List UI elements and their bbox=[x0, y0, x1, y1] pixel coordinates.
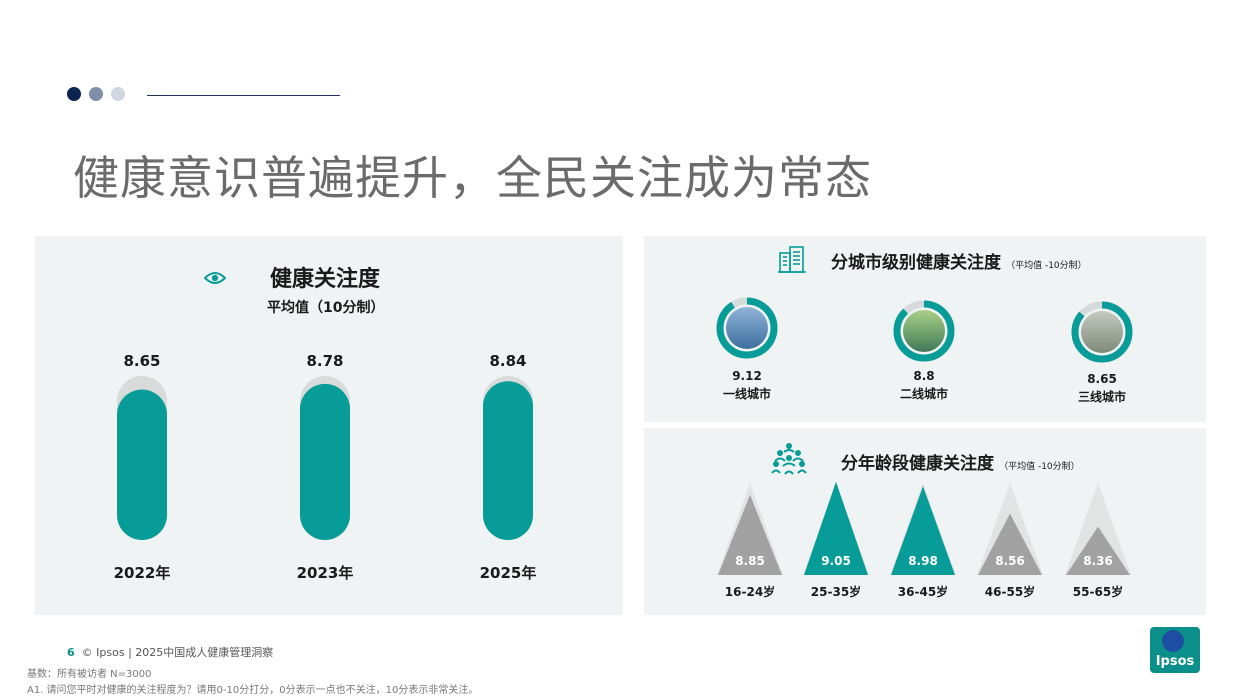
city-ring-chart: 9.12 一线城市 8.8 二线城市 8.65 三线城市 bbox=[716, 297, 1133, 404]
ring-arc bbox=[716, 297, 778, 359]
age-panel-title: 分年龄段健康关注度 bbox=[841, 454, 994, 474]
triangle-value-label: 8.56 bbox=[995, 554, 1025, 568]
triangle-value-label: 9.05 bbox=[821, 554, 851, 568]
triangle-value-label: 8.98 bbox=[908, 554, 938, 568]
triangle-bar bbox=[804, 481, 868, 575]
bar-value-label: 8.78 bbox=[306, 352, 343, 370]
city-photo bbox=[1081, 311, 1123, 353]
ring-arc bbox=[1071, 301, 1133, 363]
ring-value-label: 8.8 bbox=[913, 369, 934, 383]
bar-category-label: 2025年 bbox=[480, 564, 537, 582]
bar-value-label: 8.65 bbox=[123, 352, 160, 370]
question-note: A1. 请问您平时对健康的关注程度为？请用0-10分打分，0分表示一点也不关注，… bbox=[27, 685, 479, 696]
triangle-value-label: 8.36 bbox=[1083, 554, 1113, 568]
age-triangle-chart: 8.85 16-24岁 9.05 25-35岁 8.98 36-45岁 8.56 46-55岁… bbox=[717, 481, 1131, 599]
progress-dot-2 bbox=[89, 87, 103, 101]
bar bbox=[483, 381, 533, 540]
progress-dot-3 bbox=[111, 87, 125, 101]
bar-category-label: 2023年 bbox=[297, 564, 354, 582]
ring-arc bbox=[893, 300, 955, 362]
age-panel-note: （平均值 -10分制） bbox=[999, 462, 1080, 472]
ring-category-label: 二线城市 bbox=[900, 386, 948, 401]
ring-category-label: 一线城市 bbox=[723, 386, 771, 401]
city-panel-note: （平均值 -10分制） bbox=[1006, 261, 1087, 271]
bar-value-label: 8.84 bbox=[489, 352, 526, 370]
bar bbox=[117, 389, 167, 540]
ipsos-logo: Ipsos bbox=[1150, 627, 1200, 673]
triangle-category-label: 46-55岁 bbox=[985, 584, 1035, 599]
page-number: 6 bbox=[67, 646, 75, 659]
city-panel-title: 分城市级别健康关注度 bbox=[831, 253, 1001, 273]
panel-subtitle: 平均值（10分制） bbox=[267, 300, 385, 316]
people-group-icon bbox=[771, 443, 807, 475]
triangle-category-label: 55-65岁 bbox=[1073, 584, 1123, 599]
yearly-bar-chart: 8.65 2022年 8.78 2023年 8.84 2025年 bbox=[114, 352, 537, 582]
ring-category-label: 三线城市 bbox=[1078, 389, 1126, 404]
panel-title: 健康关注度 bbox=[270, 267, 381, 292]
triangle-bar bbox=[978, 513, 1042, 575]
page-title: 健康意识普遍提升，全民关注成为常态 bbox=[73, 151, 872, 205]
triangle-category-label: 36-45岁 bbox=[898, 584, 948, 599]
buildings-icon bbox=[778, 246, 806, 273]
logo-text: Ipsos bbox=[1156, 654, 1195, 669]
triangle-bar bbox=[1066, 526, 1130, 575]
ring-value-label: 8.65 bbox=[1087, 372, 1117, 386]
progress-dot-1 bbox=[67, 87, 81, 101]
city-photo bbox=[903, 310, 945, 352]
health-attention-panel: 健康关注度 平均值（10分制） 8.65 2022年 8.78 2023年 8.84 20… bbox=[35, 236, 623, 615]
age-group-panel: 分年龄段健康关注度 （平均值 -10分制） 8.85 16-24岁 9.05 25-3… bbox=[644, 428, 1206, 615]
source-text: © Ipsos | 2025中国成人健康管理洞察 bbox=[81, 646, 274, 659]
triangle-value-label: 8.85 bbox=[735, 554, 765, 568]
triangle-bar bbox=[718, 494, 782, 575]
city-photo bbox=[726, 307, 768, 349]
bar-category-label: 2022年 bbox=[114, 564, 171, 582]
header-divider bbox=[147, 95, 340, 96]
triangle-category-label: 25-35岁 bbox=[811, 584, 861, 599]
ring-value-label: 9.12 bbox=[732, 369, 762, 383]
footer-source: 6 © Ipsos | 2025中国成人健康管理洞察 bbox=[67, 644, 273, 660]
slide-progress-dots bbox=[67, 87, 125, 101]
eye-icon bbox=[204, 272, 226, 284]
triangle-bar bbox=[891, 486, 955, 575]
triangle-category-label: 16-24岁 bbox=[725, 584, 775, 599]
city-tier-panel: 分城市级别健康关注度 （平均值 -10分制） 9.12 一线城市 8.8 二线城市 8.… bbox=[644, 236, 1206, 422]
bar bbox=[300, 383, 350, 540]
base-note: 基数：所有被访者 N=3000 bbox=[27, 669, 152, 680]
